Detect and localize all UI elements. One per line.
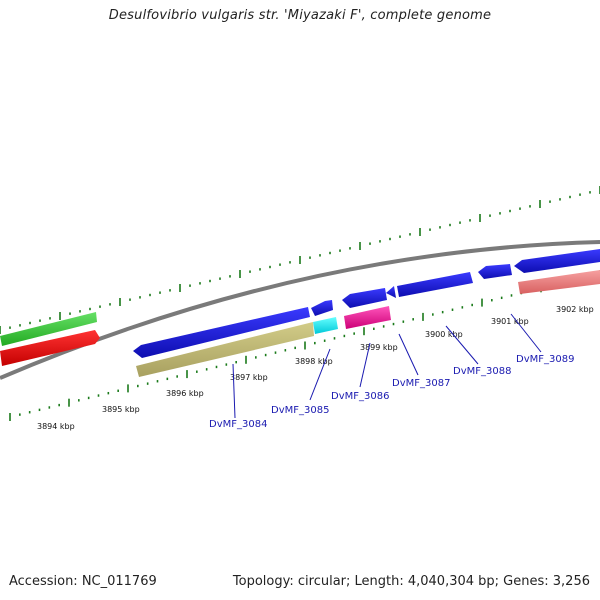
kbp-label: 3894 kbp [37, 422, 75, 431]
gene-blue-right[interactable] [514, 249, 600, 273]
gene-label-dvmf-3089: DvMF_3089 [516, 354, 574, 365]
gene-magenta[interactable] [344, 306, 391, 329]
accession-text: Accession: NC_011769 [9, 574, 157, 589]
map-title: Desulfovibrio vulgaris str. 'Miyazaki F'… [108, 8, 492, 23]
gene-salmon[interactable] [518, 270, 600, 294]
gene-dvmf-3085[interactable] [311, 300, 333, 316]
gene-leaders [232, 313, 542, 419]
genome-summary-text: Topology: circular; Length: 4,040,304 bp… [232, 574, 590, 589]
kbp-label: 3896 kbp [166, 389, 204, 398]
gene-dvmf-3088[interactable] [397, 272, 473, 297]
gene-labels: DvMF_3084 DvMF_3085 DvMF_3086 DvMF_3087 … [209, 354, 574, 430]
gene-dvmf-3089[interactable] [478, 264, 512, 279]
kbp-label: 3898 kbp [295, 357, 333, 366]
gene-green[interactable] [0, 312, 97, 346]
gene-label-dvmf-3086: DvMF_3086 [331, 391, 389, 402]
kbp-label: 3897 kbp [230, 373, 268, 382]
gene-dvmf-3087a[interactable] [386, 286, 396, 298]
ruler-upper [0, 186, 600, 334]
kbp-labels: 3894 kbp 3895 kbp 3896 kbp 3897 kbp 3898… [37, 305, 594, 431]
kbp-label: 3901 kbp [491, 317, 529, 326]
ruler-lower [9, 270, 600, 421]
gene-dvmf-3086[interactable] [342, 288, 387, 308]
gene-dvmf-3084[interactable] [133, 307, 310, 358]
kbp-label: 3900 kbp [425, 330, 463, 339]
kbp-label: 3899 kbp [360, 343, 398, 352]
gene-label-dvmf-3085: DvMF_3085 [271, 405, 329, 416]
gene-label-dvmf-3088: DvMF_3088 [453, 366, 511, 377]
kbp-label: 3895 kbp [102, 405, 140, 414]
gene-khaki[interactable] [136, 322, 314, 377]
kbp-label: 3902 kbp [556, 305, 594, 314]
gene-label-dvmf-3087: DvMF_3087 [392, 378, 450, 389]
gene-label-dvmf-3084: DvMF_3084 [209, 419, 267, 430]
gene-red[interactable] [0, 330, 100, 366]
gene-cyan[interactable] [313, 317, 338, 334]
